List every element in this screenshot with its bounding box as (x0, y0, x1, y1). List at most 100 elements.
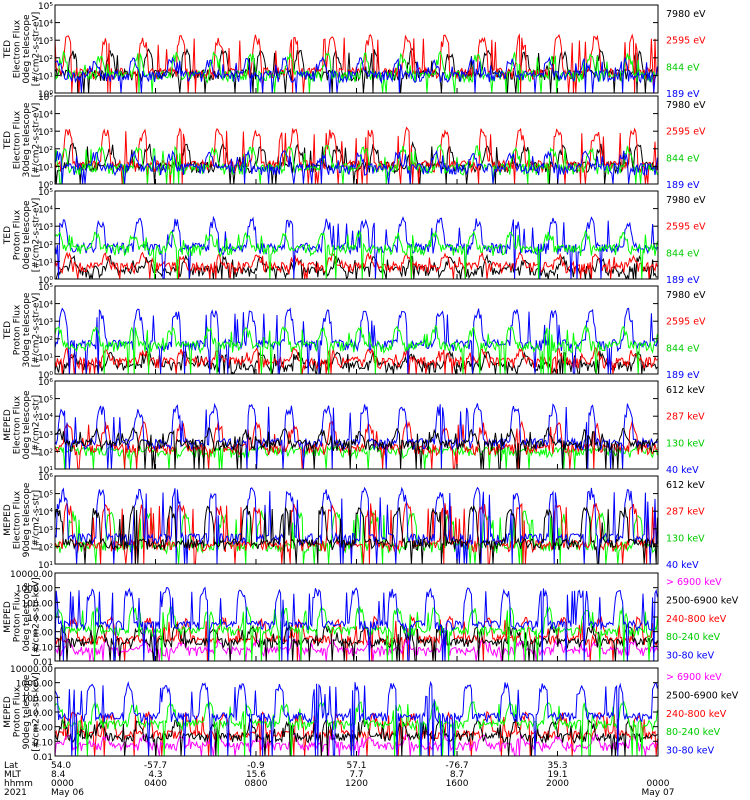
series-line-7980-ev (55, 47, 658, 93)
y-axis-label-line: [#/cm2-s-str-eV] (32, 198, 42, 273)
y-tick-label: 10¹ (38, 163, 53, 173)
y-tick-label: 10⁴ (38, 206, 53, 216)
y-axis-label-line: [#/cm2-s-str] (32, 490, 42, 550)
y-tick-label: 1.00 (33, 629, 53, 639)
y-tick-label: 10⁴ (38, 301, 53, 311)
legend-entry: 7980 eV (666, 290, 706, 301)
y-tick-label: 10⁴ (38, 413, 53, 423)
y-tick-label: 10⁶ (38, 378, 53, 388)
y-tick-label: 10³ (38, 431, 53, 441)
series-line-40-kev (55, 402, 658, 469)
legend-entry: 844 eV (666, 153, 700, 164)
series-group (55, 33, 658, 93)
y-axis-label-line: 0deg telescope (22, 582, 32, 652)
series-line-612-kev (55, 504, 658, 564)
y-axis-label: MEPED Proton Flux 0deg telescope [#/cm2-s-s… (3, 577, 42, 656)
legend-entry: > 6900 keV (666, 672, 722, 683)
y-axis-label: MEPED Electron Flux 0deg telescope [#/cm2-s… (3, 390, 42, 460)
y-axis-label: MEPED Proton Flux 90deg telescope [#/cm2-s-… (3, 672, 42, 751)
x-row-label: Lat (4, 761, 19, 771)
y-tick-label: 10³ (38, 128, 53, 138)
y-tick-label: 0.10 (33, 738, 53, 748)
y-axis-label-line: 30deg telescope (22, 292, 32, 367)
y-axis-label-line: TED (3, 321, 13, 340)
y-axis-label: MEPED Electron Flux 90deg telescope [#/cm2-… (3, 482, 42, 557)
x-tick-value: 8.4 (51, 770, 66, 780)
legend-entry: 844 eV (666, 62, 700, 73)
x-tick-value: -76.7 (445, 761, 468, 771)
y-axis-label-line: MEPED (3, 504, 13, 536)
legend-entry: 130 keV (666, 533, 705, 544)
y-axis-label-line: 90deg telescope (22, 674, 32, 749)
y-axis-label-line: 30deg telescope (22, 102, 32, 177)
panels: 10⁰ 10¹ 10² 10³ 10⁴ 10⁵ TED Electron Flux 0deg t… (3, 2, 739, 763)
x-tick-value: May 07 (642, 788, 675, 798)
y-tick-label: 10² (38, 146, 53, 156)
y-tick-label: 10¹ (38, 353, 53, 363)
y-tick-label: 10⁵ (38, 188, 53, 198)
legend-entry: 40 keV (666, 465, 699, 476)
legend-entry: > 6900 keV (666, 577, 722, 588)
x-tick-value: 2000 (546, 779, 569, 789)
series-line-189-ev (55, 149, 658, 184)
series-line-189-ev (55, 215, 658, 279)
x-tick-value: May 06 (51, 788, 84, 798)
y-tick-label: 10⁴ (38, 508, 53, 518)
y-tick-label: 10² (38, 543, 53, 553)
x-tick-value: -0.9 (247, 761, 265, 771)
y-tick-label: 10⁴ (38, 20, 53, 30)
legend-entry: 240-800 keV (666, 614, 727, 625)
y-axis-label-line: Proton Flux (13, 209, 23, 260)
y-tick-label: 10¹ (38, 561, 53, 571)
legend-entry: 30-80 keV (666, 746, 715, 757)
y-axis-label-line: TED (3, 40, 13, 59)
legend-entry: 612 keV (666, 385, 705, 396)
y-axis-label: TED Proton Flux 30deg telescope [#/cm2-s-st… (3, 292, 42, 367)
series-line-2595-ev (55, 126, 658, 184)
y-axis-label-line: Electron Flux (13, 490, 23, 549)
legend-entry: 189 eV (666, 275, 700, 286)
series-line-844-ev (55, 229, 658, 279)
y-tick-label: 10⁵ (38, 396, 53, 406)
y-axis-label-line: 0deg telescope (22, 390, 32, 460)
x-tick-value: 1200 (345, 779, 368, 789)
legend-entry: 844 eV (666, 343, 700, 354)
y-tick-label: 10⁵ (38, 93, 53, 103)
y-tick-label: 1000.00 (16, 585, 53, 595)
y-tick-label: 10⁵ (38, 283, 53, 293)
y-tick-label: 10⁰ (38, 276, 53, 286)
legend-entry: 2595 eV (666, 127, 706, 138)
y-axis-label: TED Proton Flux 0deg telescope [#/cm2-s-str… (3, 198, 42, 273)
x-tick-value: 0000 (51, 779, 74, 789)
legend-entry: 189 eV (666, 180, 700, 191)
series-line-130-kev (55, 510, 658, 564)
legend-entry: 40 keV (666, 560, 699, 571)
y-tick-label: 0.01 (33, 753, 53, 763)
legend-entry: 844 eV (666, 248, 700, 259)
x-tick-value: 15.6 (246, 770, 266, 780)
legend-entry: 240-800 keV (666, 709, 727, 720)
series-group (55, 307, 658, 374)
legend-entry: 189 eV (666, 370, 700, 381)
x-tick-value: 4.3 (148, 770, 162, 780)
y-tick-label: 10000.00 (10, 570, 53, 580)
y-tick-label: 10¹ (38, 466, 53, 476)
x-tick-value: 7.7 (349, 770, 363, 780)
x-row-label: hhmm (4, 779, 33, 789)
legend-entry: 7980 eV (666, 100, 706, 111)
x-tick-value: 0000 (647, 779, 670, 789)
y-tick-label: 1.00 (33, 724, 53, 734)
y-tick-label: 10³ (38, 37, 53, 47)
y-axis-label: TED Electron Flux 30deg telescope [#/cm2-s-… (3, 102, 42, 177)
series-line-612-kev (55, 426, 658, 469)
x-tick-value: 19.1 (547, 770, 567, 780)
y-axis-label-line: Proton Flux (13, 686, 23, 737)
y-axis-label-line: [#/cm2-s-str-keV] (32, 672, 42, 751)
y-axis-label-line: MEPED (3, 601, 13, 633)
y-tick-label: 10³ (38, 318, 53, 328)
